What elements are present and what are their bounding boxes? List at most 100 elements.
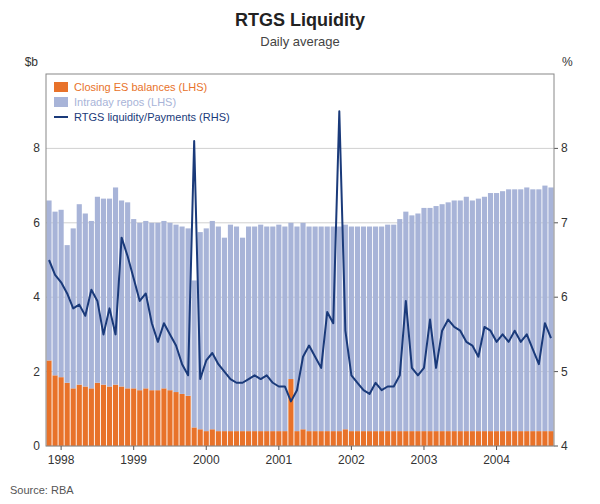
bar	[421, 431, 426, 446]
bar	[391, 431, 396, 446]
bar	[434, 206, 439, 431]
bar	[470, 431, 475, 446]
bar	[149, 223, 154, 390]
bar	[446, 202, 451, 431]
bar	[512, 189, 517, 431]
source: Source: RBA	[10, 484, 74, 496]
y2-tick-label: 7	[561, 216, 568, 230]
bar	[270, 431, 275, 446]
bar	[524, 187, 529, 431]
y-tick-label: 6	[33, 216, 40, 230]
bar	[452, 200, 457, 431]
bar	[464, 431, 469, 446]
bar	[397, 219, 402, 431]
bar	[77, 204, 82, 384]
bar	[300, 223, 305, 429]
plot-frame	[46, 74, 554, 446]
bar	[349, 431, 354, 446]
bar	[131, 219, 136, 388]
bar	[288, 379, 293, 446]
bar	[452, 431, 457, 446]
y2-tick	[554, 222, 558, 223]
bar	[506, 189, 511, 431]
subtitle: Daily average	[260, 34, 340, 49]
bar	[192, 427, 197, 446]
bar	[258, 431, 263, 446]
y2-tick	[554, 446, 558, 447]
y2-tick	[554, 371, 558, 372]
bar	[119, 386, 124, 446]
bar	[446, 431, 451, 446]
bar	[83, 386, 88, 446]
bar	[548, 187, 553, 431]
bar	[95, 383, 100, 446]
bar	[264, 431, 269, 446]
y2-tick	[554, 148, 558, 149]
bar	[264, 227, 269, 432]
bar	[385, 431, 390, 446]
bar	[542, 186, 547, 432]
bar	[434, 431, 439, 446]
x-tick	[206, 446, 207, 450]
y2-tick-label: 8	[561, 141, 568, 155]
bar	[367, 227, 372, 432]
bar	[173, 225, 178, 392]
bar	[167, 223, 172, 390]
bar	[125, 388, 130, 446]
chart: RTGS LiquidityDaily average$b%0246845678…	[0, 0, 600, 504]
bar	[71, 388, 76, 446]
y2-tick	[554, 297, 558, 298]
bar	[458, 200, 463, 431]
bar	[415, 214, 420, 432]
bar	[500, 191, 505, 431]
bar	[367, 431, 372, 446]
bar	[107, 199, 112, 387]
bar	[403, 431, 408, 446]
bar	[542, 431, 547, 446]
x-tick-label: 2002	[338, 453, 365, 467]
bar	[59, 377, 64, 446]
bar	[464, 197, 469, 431]
bar	[186, 396, 191, 446]
y2-tick-label: 4	[561, 439, 568, 453]
bar	[276, 225, 281, 431]
bar	[83, 214, 88, 387]
bar	[167, 390, 172, 446]
bar	[313, 227, 318, 432]
bar	[270, 227, 275, 432]
bar	[307, 227, 312, 432]
y-tick-label: 8	[33, 141, 40, 155]
bar	[319, 227, 324, 432]
grid	[46, 148, 554, 446]
y2-tick-label: 6	[561, 290, 568, 304]
y2-tick-label: 5	[561, 365, 568, 379]
bar	[101, 385, 106, 446]
bar	[397, 431, 402, 446]
bar	[282, 227, 287, 432]
bar	[125, 202, 130, 388]
bar	[137, 390, 142, 446]
bar	[524, 431, 529, 446]
bar	[53, 375, 58, 446]
bar	[319, 431, 324, 446]
bar	[89, 221, 94, 388]
legend: Closing ES balances ​(LHS)Intraday repos…	[54, 81, 230, 123]
bar	[155, 390, 160, 446]
bar	[216, 431, 221, 446]
bar	[536, 431, 541, 446]
x-tick	[278, 446, 279, 450]
bar	[427, 431, 432, 446]
bar	[149, 390, 154, 446]
bar	[198, 429, 203, 446]
bar	[77, 385, 82, 446]
bar	[331, 431, 336, 446]
bar	[530, 189, 535, 431]
bar	[65, 245, 70, 383]
x-tick-label: 1999	[120, 453, 147, 467]
bar-series	[46, 186, 553, 432]
bar	[343, 429, 348, 446]
bar	[252, 431, 257, 446]
bar	[355, 431, 360, 446]
bar	[65, 383, 70, 446]
bar	[409, 431, 414, 446]
